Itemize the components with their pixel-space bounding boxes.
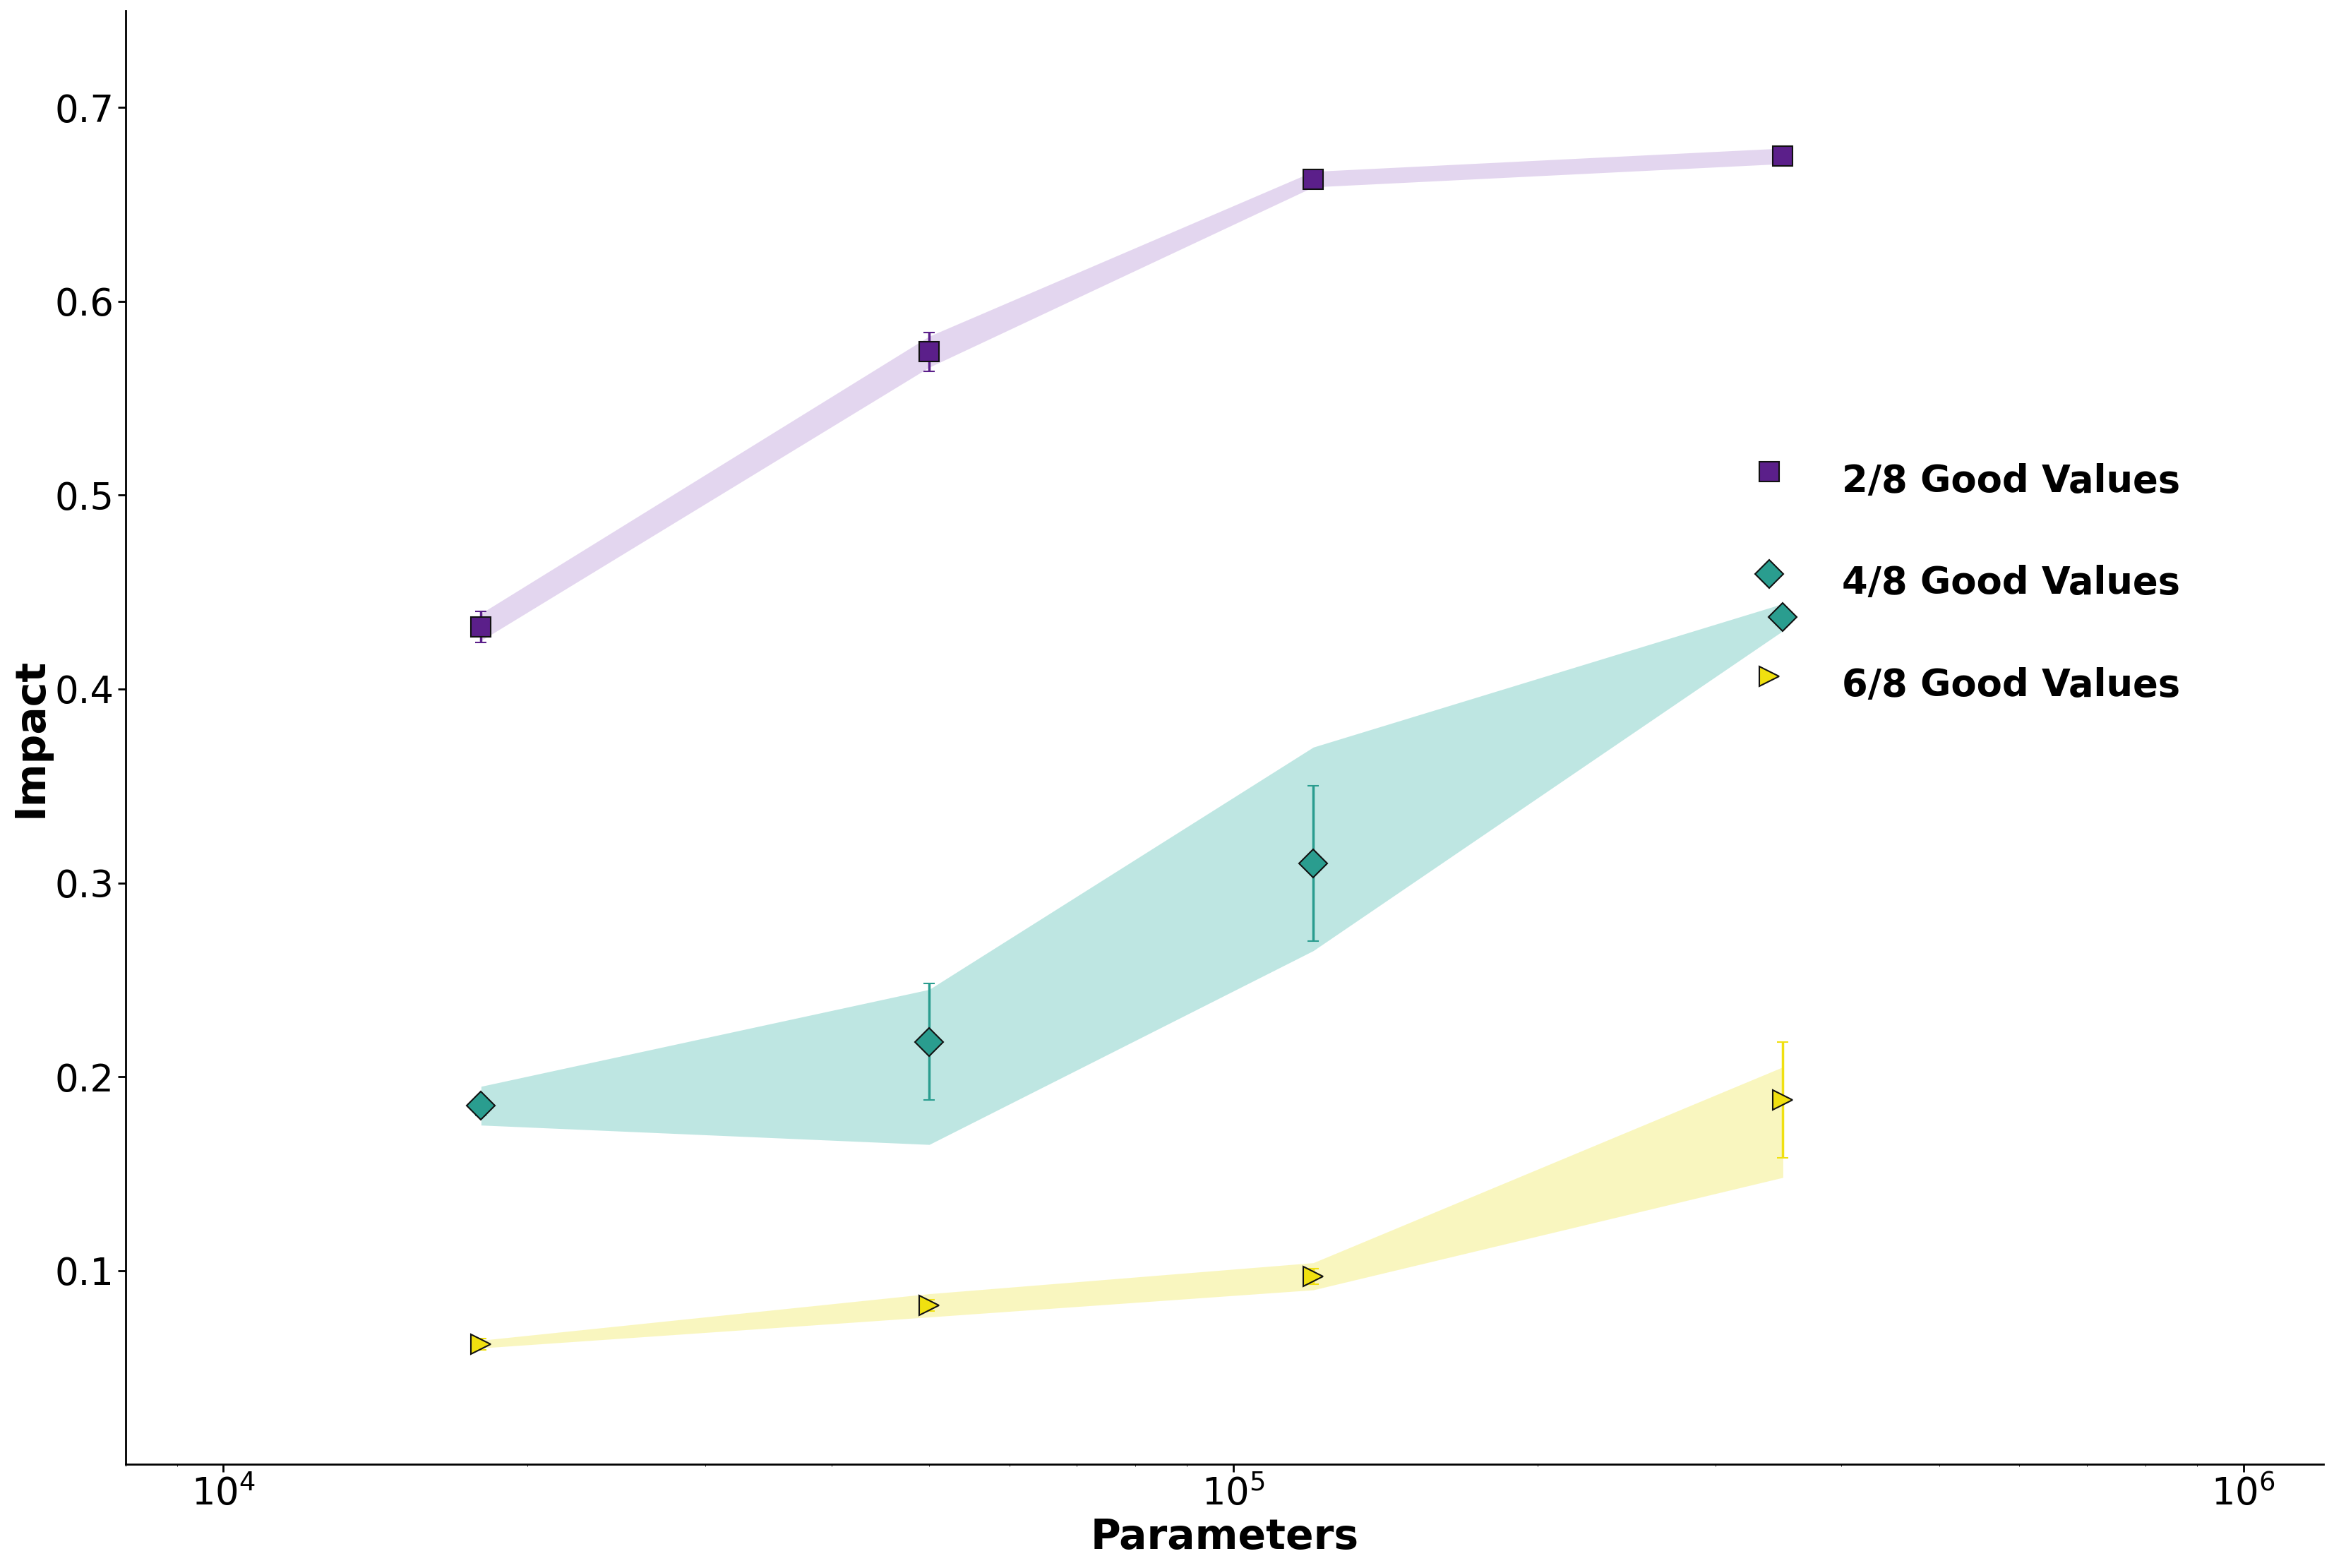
Y-axis label: Impact: Impact [12,657,51,817]
Legend: 2/8 Good Values, 4/8 Good Values, 6/8 Good Values: 2/8 Good Values, 4/8 Good Values, 6/8 Go… [1727,436,2196,728]
X-axis label: Parameters: Parameters [1090,1518,1358,1557]
